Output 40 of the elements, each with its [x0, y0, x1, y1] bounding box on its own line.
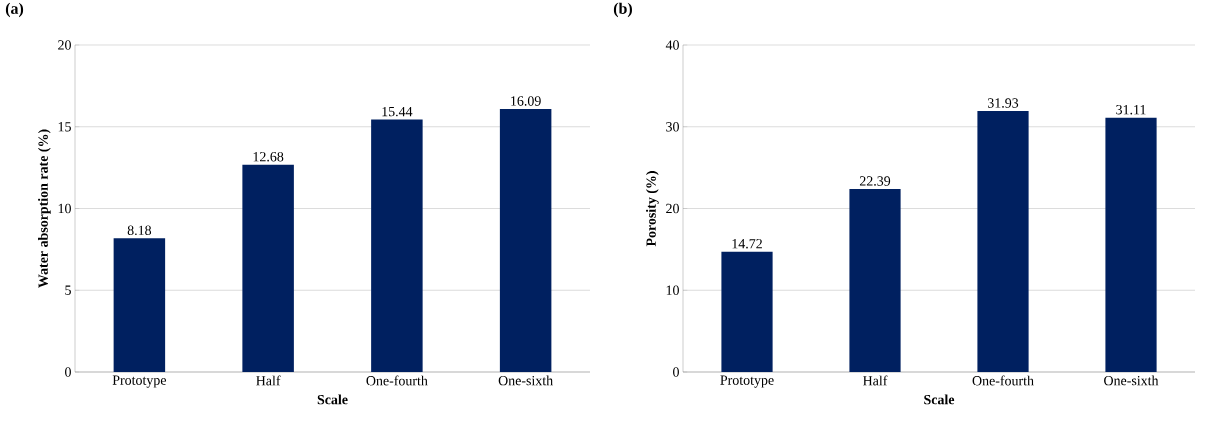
y-tick-label: 40	[665, 40, 679, 50]
chart-title: (a)	[5, 2, 24, 18]
data-label: 22.39	[859, 176, 891, 186]
data-label: 8.18	[127, 225, 152, 236]
x-tick-label: Half	[256, 375, 281, 386]
x-tick-label: Prototype	[112, 375, 167, 388]
y-axis-title: Water absorption rate (%)	[38, 129, 51, 288]
data-label: 14.72	[732, 239, 762, 249]
bar	[977, 110, 1029, 372]
data-label: 15.44	[382, 106, 413, 117]
bar	[499, 108, 552, 372]
y-tick-label: 20	[58, 40, 71, 50]
bar	[849, 188, 901, 372]
y-tick-label: 0	[673, 367, 679, 377]
data-label: 12.68	[253, 152, 284, 162]
data-label: 31.93	[987, 98, 1019, 108]
y-tick-label: 5	[65, 285, 71, 295]
data-label: 31.11	[1116, 105, 1146, 115]
bar	[721, 251, 773, 372]
bar	[371, 119, 423, 372]
y-tick-label: 30	[666, 122, 679, 132]
x-tick-label: One-fourth	[366, 375, 428, 386]
y-tick-label: 10	[58, 203, 71, 214]
chart-title: (b)	[613, 2, 632, 18]
bar	[1105, 117, 1157, 372]
x-tick-label: Half	[863, 375, 888, 386]
bar	[113, 238, 166, 372]
x-tick-label: Prototype	[720, 375, 774, 388]
x-tick-label: One-sixth	[1104, 375, 1159, 386]
y-tick-label: 0	[65, 367, 71, 377]
x-axis-title: Scale	[924, 394, 955, 405]
y-axis-title: Porosity (%)	[646, 171, 659, 247]
y-tick-label: 15	[58, 122, 71, 132]
x-axis-title: Scale	[317, 394, 348, 405]
y-tick-label: 10	[666, 285, 679, 295]
y-tick-label: 20	[666, 203, 679, 214]
bar	[242, 164, 294, 372]
x-tick-label: One-fourth	[972, 375, 1034, 386]
x-tick-label: One-sixth	[498, 375, 553, 386]
data-label: 16.09	[511, 96, 541, 106]
